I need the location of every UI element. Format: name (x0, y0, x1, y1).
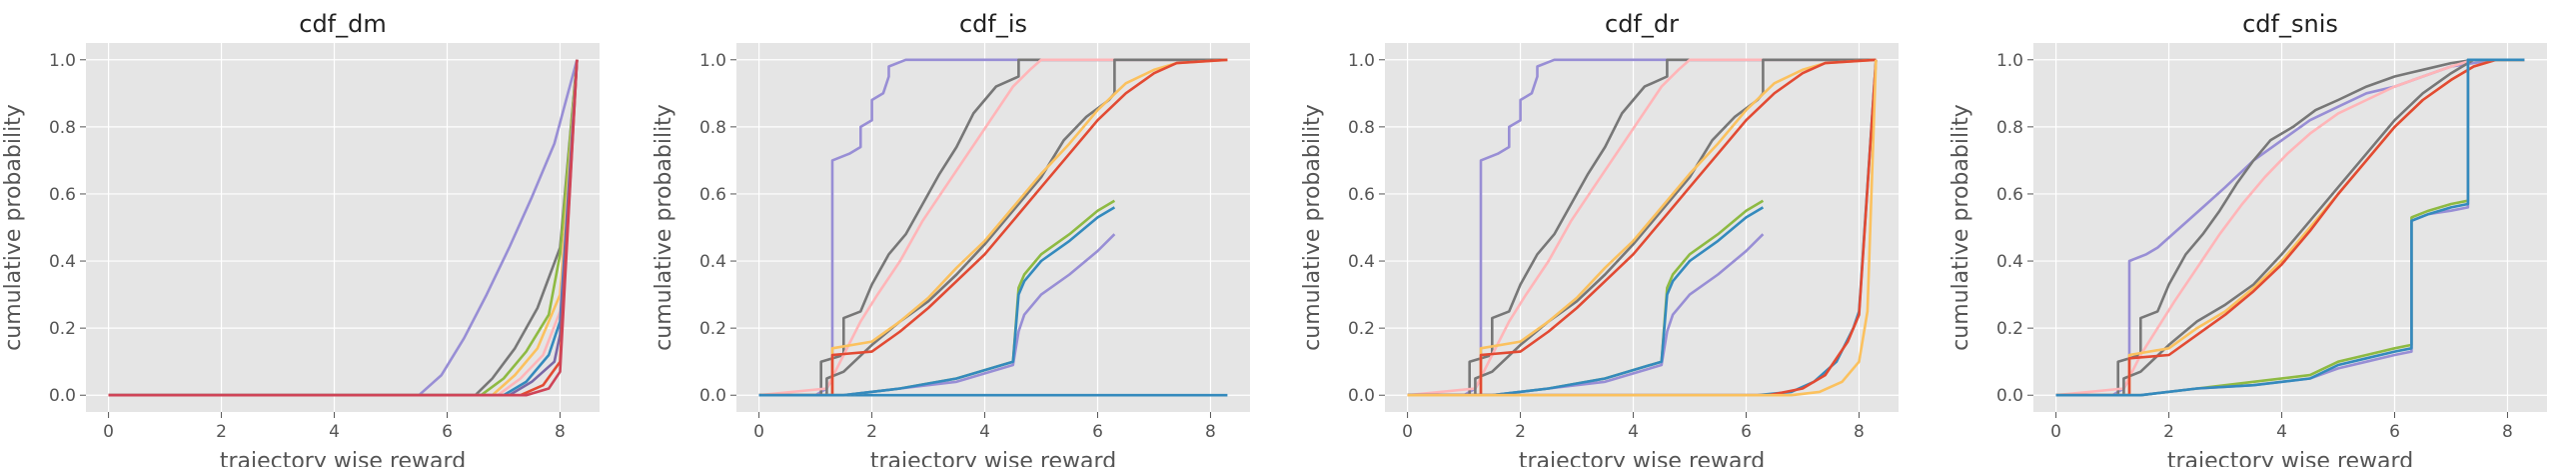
x-tick-label-snis: 4 (2276, 422, 2287, 442)
x-tick-label-dm: 0 (103, 422, 114, 442)
x-tick-label-dm: 4 (329, 422, 340, 442)
y-tick-label-snis: 0.8 (1996, 118, 2023, 138)
series-line-snis-3 (2055, 58, 2525, 397)
y-tick-label-dm: 0.8 (49, 118, 76, 138)
series-line-is-2 (758, 58, 1228, 397)
series-line-is-9 (758, 206, 1116, 397)
series-line-dr-8 (1407, 206, 1765, 397)
x-tick-label-dr: 8 (1854, 422, 1865, 442)
x-axis-label-dm: trajectory wise reward (220, 449, 466, 467)
y-tick-label-dr: 0.0 (1348, 386, 1375, 406)
y-tick-label-dr: 0.8 (1348, 118, 1375, 138)
y-axis-label-dr: cumulative probability (1300, 104, 1325, 351)
chart-title-dr: cdf_dr (1605, 10, 1679, 38)
series-line-snis-1 (2055, 58, 2525, 397)
y-axis-label-is: cumulative probability (651, 104, 676, 351)
x-tick-label-dr: 0 (1402, 422, 1413, 442)
series-line-is-5 (758, 58, 1228, 397)
series-line-is-6 (758, 58, 1228, 397)
x-tick-label-dr: 2 (1515, 422, 1526, 442)
panel-snis: 0 2 4 6 8 0.0 0.2 0.4 0.6 0.8 1.0 cdf_snis trajector… (1948, 10, 2547, 467)
x-tick-label-dm: 8 (555, 422, 566, 442)
y-tick-label-is: 0.8 (699, 118, 726, 138)
x-tick-label-is: 4 (979, 422, 990, 442)
y-tick-label-snis: 1.0 (1996, 51, 2023, 71)
x-tick-label-dm: 6 (442, 422, 453, 442)
y-tick-label-dm: 0.4 (49, 252, 76, 272)
panel-dm: 0 2 4 6 8 0.0 0.2 0.4 0.6 0.8 1.0 cdf_dm trajectory … (1, 10, 600, 467)
x-tick-label-is: 6 (1092, 422, 1103, 442)
x-tick-label-snis: 2 (2163, 422, 2174, 442)
series-line-is-3 (758, 58, 1228, 397)
y-tick-label-dr: 0.2 (1348, 319, 1375, 339)
series-line-dr-2 (1407, 58, 1877, 397)
x-tick-label-dm: 2 (216, 422, 227, 442)
plot-area-dr (1385, 43, 1899, 412)
y-tick-label-is: 0.4 (699, 252, 726, 272)
x-tick-label-is: 0 (753, 422, 764, 442)
y-tick-label-dm: 0.0 (49, 386, 76, 406)
y-tick-label-is: 0.2 (699, 319, 726, 339)
y-tick-label-snis: 0.4 (1996, 252, 2023, 272)
series-line-dm-0 (108, 59, 579, 397)
y-tick-label-dm: 1.0 (49, 51, 76, 71)
panel-is: 0 2 4 6 8 0.0 0.2 0.4 0.6 0.8 1.0 cdf_is trajectory … (651, 10, 1250, 467)
x-tick-label-is: 2 (866, 422, 877, 442)
x-tick-label-dr: 6 (1741, 422, 1752, 442)
plot-area-is (736, 43, 1250, 412)
y-tick-label-is: 0.6 (699, 185, 726, 205)
series-line-dr-11 (1407, 59, 1878, 397)
series-line-dm-8 (108, 59, 579, 397)
y-tick-label-snis: 0.0 (1996, 386, 2023, 406)
x-tick-label-dr: 4 (1628, 422, 1639, 442)
series-line-dr-1 (1407, 58, 1877, 397)
y-tick-label-dr: 0.6 (1348, 185, 1375, 205)
y-tick-label-dr: 1.0 (1348, 51, 1375, 71)
x-tick-label-snis: 0 (2050, 422, 2061, 442)
x-tick-label-snis: 8 (2502, 422, 2513, 442)
chart-title-dm: cdf_dm (299, 10, 387, 38)
series-line-snis-8 (2055, 58, 2525, 397)
series-line-snis-2 (2055, 58, 2525, 397)
x-axis-label-dr: trajectory wise reward (1519, 449, 1765, 467)
y-tick-label-dr: 0.4 (1348, 252, 1375, 272)
y-axis-label-snis: cumulative probability (1948, 104, 1973, 351)
y-tick-label-is: 1.0 (699, 51, 726, 71)
x-axis-label-is: trajectory wise reward (870, 449, 1116, 467)
x-tick-label-is: 8 (1205, 422, 1216, 442)
y-tick-label-dm: 0.6 (49, 185, 76, 205)
y-axis-label-dm: cumulative probability (1, 104, 26, 351)
y-tick-label-is: 0.0 (699, 386, 726, 406)
chart-title-snis: cdf_snis (2242, 10, 2338, 38)
plot-area-snis (2033, 43, 2547, 412)
panel-dr: 0 2 4 6 8 0.0 0.2 0.4 0.6 0.8 1.0 cdf_dr trajectory … (1300, 10, 1899, 467)
y-tick-label-dm: 0.2 (49, 319, 76, 339)
series-line-dr-5 (1407, 58, 1877, 397)
x-tick-label-snis: 6 (2389, 422, 2400, 442)
chart-title-is: cdf_is (959, 10, 1027, 38)
y-tick-label-snis: 0.6 (1996, 185, 2023, 205)
series-line-snis-5 (2055, 58, 2525, 397)
x-axis-label-snis: trajectory wise reward (2167, 449, 2413, 467)
y-tick-label-snis: 0.2 (1996, 319, 2023, 339)
series-line-dr-4 (1407, 58, 1877, 397)
